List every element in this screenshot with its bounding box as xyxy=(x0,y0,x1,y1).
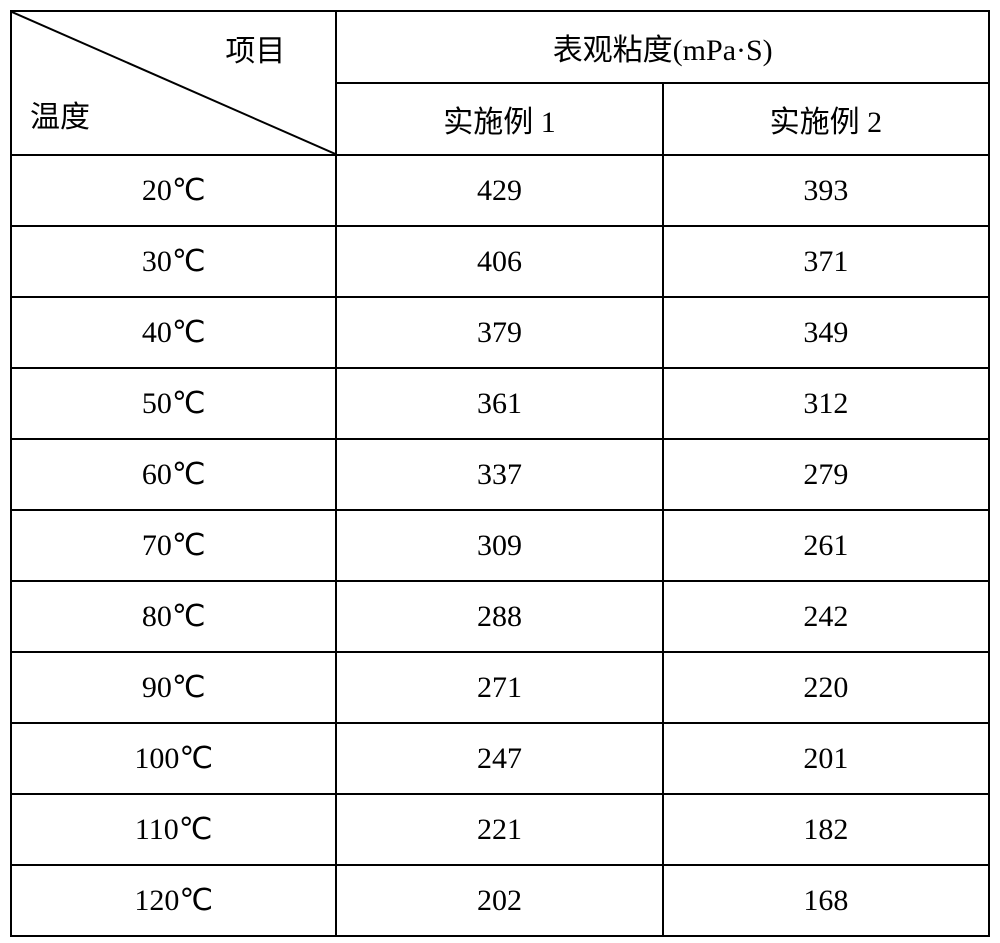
example1-cell: 337 xyxy=(336,439,662,510)
table-row: 50℃ 361 312 xyxy=(11,368,989,439)
diagonal-bottom-label: 温度 xyxy=(30,92,90,136)
temp-cell: 120℃ xyxy=(11,865,336,936)
table-row: 80℃ 288 242 xyxy=(11,581,989,652)
example2-cell: 220 xyxy=(663,652,989,723)
sub-header-example1: 实施例 1 xyxy=(336,83,662,155)
example1-cell: 309 xyxy=(336,510,662,581)
table-row: 30℃ 406 371 xyxy=(11,226,989,297)
example1-cell: 406 xyxy=(336,226,662,297)
diagonal-header-cell: 项目 温度 xyxy=(11,11,336,155)
temp-cell: 50℃ xyxy=(11,368,336,439)
example1-cell: 271 xyxy=(336,652,662,723)
temp-cell: 40℃ xyxy=(11,297,336,368)
temp-cell: 30℃ xyxy=(11,226,336,297)
example2-cell: 349 xyxy=(663,297,989,368)
viscosity-table: 项目 温度 表观粘度(mPa·S) 实施例 1 实施例 2 20℃ 429 39… xyxy=(10,10,990,937)
temp-cell: 80℃ xyxy=(11,581,336,652)
example2-cell: 182 xyxy=(663,794,989,865)
table-row: 120℃ 202 168 xyxy=(11,865,989,936)
example1-cell: 379 xyxy=(336,297,662,368)
table-row: 110℃ 221 182 xyxy=(11,794,989,865)
example2-cell: 371 xyxy=(663,226,989,297)
example2-cell: 168 xyxy=(663,865,989,936)
example2-cell: 279 xyxy=(663,439,989,510)
table-row: 70℃ 309 261 xyxy=(11,510,989,581)
table-body: 20℃ 429 393 30℃ 406 371 40℃ 379 349 50℃ … xyxy=(11,155,989,936)
example1-cell: 361 xyxy=(336,368,662,439)
temp-cell: 100℃ xyxy=(11,723,336,794)
example1-cell: 288 xyxy=(336,581,662,652)
table-row: 90℃ 271 220 xyxy=(11,652,989,723)
sub-header-example2: 实施例 2 xyxy=(663,83,989,155)
example2-cell: 242 xyxy=(663,581,989,652)
example1-cell: 247 xyxy=(336,723,662,794)
temp-cell: 70℃ xyxy=(11,510,336,581)
example2-cell: 312 xyxy=(663,368,989,439)
temp-cell: 20℃ xyxy=(11,155,336,226)
temp-cell: 60℃ xyxy=(11,439,336,510)
table-row: 60℃ 337 279 xyxy=(11,439,989,510)
table-row: 40℃ 379 349 xyxy=(11,297,989,368)
temp-cell: 90℃ xyxy=(11,652,336,723)
example1-cell: 221 xyxy=(336,794,662,865)
example2-cell: 393 xyxy=(663,155,989,226)
example1-cell: 429 xyxy=(336,155,662,226)
example1-cell: 202 xyxy=(336,865,662,936)
example2-cell: 201 xyxy=(663,723,989,794)
table-row: 100℃ 247 201 xyxy=(11,723,989,794)
table-row: 20℃ 429 393 xyxy=(11,155,989,226)
merged-header-cell: 表观粘度(mPa·S) xyxy=(336,11,989,83)
example2-cell: 261 xyxy=(663,510,989,581)
temp-cell: 110℃ xyxy=(11,794,336,865)
diagonal-top-label: 项目 xyxy=(225,26,285,70)
